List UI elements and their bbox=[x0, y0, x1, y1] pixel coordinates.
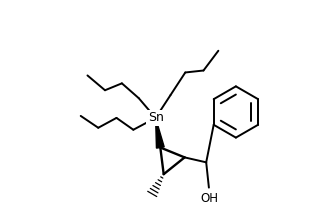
Text: OH: OH bbox=[200, 192, 218, 205]
Text: Sn: Sn bbox=[148, 111, 164, 124]
Polygon shape bbox=[156, 118, 164, 148]
